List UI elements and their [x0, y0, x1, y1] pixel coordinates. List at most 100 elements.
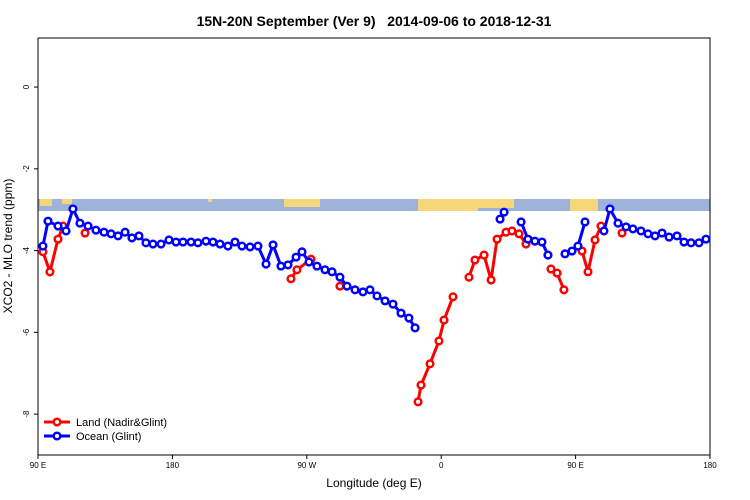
- data-point: [434, 336, 444, 346]
- map-strip: [38, 199, 710, 211]
- data-point: [215, 239, 225, 249]
- data-point: [61, 226, 71, 236]
- data-point: [605, 204, 615, 214]
- data-point: [657, 228, 667, 238]
- data-point: [120, 227, 130, 237]
- data-point: [621, 222, 631, 232]
- data-point: [495, 214, 505, 224]
- data-point: [335, 281, 345, 291]
- data-point: [464, 272, 474, 282]
- data-point: [479, 250, 489, 260]
- data-point: [223, 241, 233, 251]
- data-point: [134, 231, 144, 241]
- series-line: [43, 226, 622, 402]
- data-point: [99, 227, 109, 237]
- plot-frame: [37, 37, 711, 456]
- data-point: [560, 249, 570, 259]
- data-point: [416, 380, 426, 390]
- data-point: [546, 264, 556, 274]
- data-point: [492, 234, 502, 244]
- data-point: [686, 238, 696, 248]
- data-point: [396, 308, 406, 318]
- y-tick-label: -8: [22, 410, 31, 418]
- x-axis-label: Longitude (deg E): [326, 476, 421, 490]
- data-point: [410, 323, 420, 333]
- data-point: [106, 229, 116, 239]
- data-point: [636, 226, 646, 236]
- x-tick-label: 180: [166, 461, 180, 470]
- data-point: [507, 226, 517, 236]
- data-point: [567, 246, 577, 256]
- data-point: [628, 224, 638, 234]
- data-point: [53, 221, 63, 231]
- data-point: [388, 299, 398, 309]
- data-point: [45, 267, 55, 277]
- data-point: [679, 237, 689, 247]
- y-tick-label: -6: [22, 328, 31, 336]
- data-point: [237, 241, 247, 251]
- data-point: [141, 238, 151, 248]
- x-tick-label: 180: [703, 461, 717, 470]
- data-point: [193, 238, 203, 248]
- legend: Land (Nadir&Glint) Ocean (Glint): [44, 417, 167, 443]
- data-point: [672, 231, 682, 241]
- data-point: [253, 241, 263, 251]
- x-tick-label: 90 E: [30, 461, 46, 470]
- land-strip: [62, 199, 72, 204]
- data-point: [448, 292, 458, 302]
- data-point: [650, 231, 660, 241]
- data-point: [439, 315, 449, 325]
- data-point: [499, 207, 509, 217]
- land-strip: [208, 199, 212, 202]
- data-point: [358, 287, 368, 297]
- data-point: [530, 236, 540, 246]
- data-point: [276, 261, 286, 271]
- data-point: [583, 267, 593, 277]
- data-point: [186, 237, 196, 247]
- data-point: [350, 285, 360, 295]
- data-point: [156, 239, 166, 249]
- data-point: [320, 265, 330, 275]
- data-point: [245, 242, 255, 252]
- data-point: [327, 267, 337, 277]
- y-tick-label: -2: [22, 165, 31, 173]
- data-point: [342, 281, 352, 291]
- data-point: [292, 265, 302, 275]
- data-point: [516, 217, 526, 227]
- data-point: [372, 291, 382, 301]
- data-point: [83, 221, 93, 231]
- data-point: [552, 268, 562, 278]
- data-point: [643, 229, 653, 239]
- data-point: [178, 237, 188, 247]
- data-point: [291, 252, 301, 262]
- data-point: [286, 274, 296, 284]
- data-point: [304, 257, 314, 267]
- data-point: [425, 359, 435, 369]
- land-strip: [570, 199, 598, 211]
- legend-label: Land (Nadir&Glint): [76, 417, 167, 429]
- y-axis-label: XCO2 - MLO trend (ppm): [1, 179, 15, 314]
- data-point: [523, 234, 533, 244]
- data-point: [580, 217, 590, 227]
- data-point: [664, 232, 674, 242]
- y-tick-label: 0: [22, 84, 31, 89]
- data-point: [148, 239, 158, 249]
- data-point: [514, 229, 524, 239]
- data-point: [470, 255, 480, 265]
- chart-title: 15N-20N September (Ver 9) 2014-09-06 to …: [197, 13, 552, 29]
- land-strip: [478, 199, 514, 208]
- data-point: [380, 296, 390, 306]
- data-point: [261, 259, 271, 269]
- data-point: [297, 247, 307, 257]
- data-point: [701, 234, 711, 244]
- data-point: [537, 237, 547, 247]
- land-strip: [284, 199, 320, 207]
- data-point: [413, 397, 423, 407]
- data-point: [38, 241, 48, 251]
- legend-marker: [52, 431, 62, 441]
- data-point: [543, 250, 553, 260]
- data-point: [268, 240, 278, 250]
- data-point: [559, 285, 569, 295]
- land-strip: [418, 199, 478, 211]
